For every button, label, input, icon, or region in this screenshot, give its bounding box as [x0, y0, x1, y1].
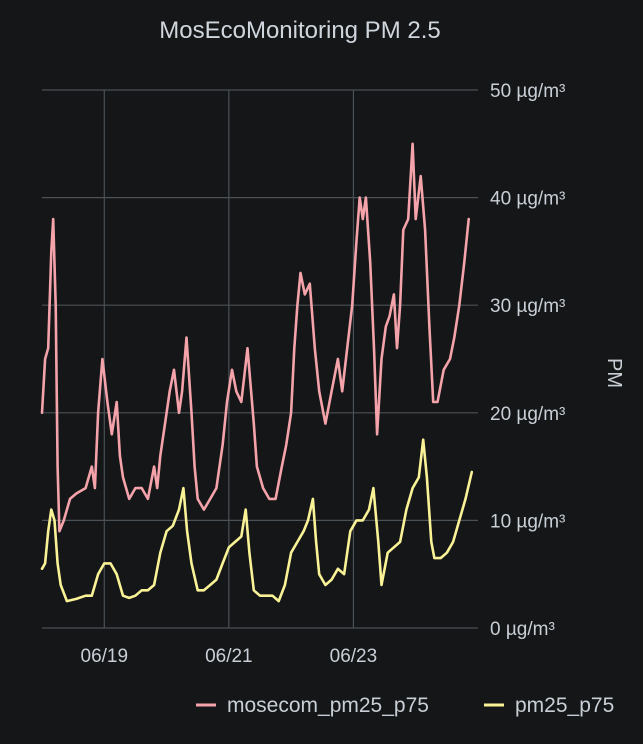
y-tick-label: 0 µg/m³: [490, 619, 555, 640]
y-tick-label: 20 µg/m³: [490, 404, 565, 425]
y-tick-label: 30 µg/m³: [490, 296, 565, 317]
x-tick-label: 06/19: [81, 646, 129, 667]
x-tick-label: 06/23: [330, 646, 378, 667]
y-axis-title: PM: [603, 358, 625, 388]
y-axis-ticks: 0 µg/m³ 10 µg/m³ 20 µg/m³ 30 µg/m³ 40 µg/m³ 5…: [490, 81, 565, 640]
series-lines: [40, 142, 474, 603]
x-axis-ticks: 06/19 06/21 06/23: [81, 646, 378, 667]
legend: mosecom_pm25_p75 pm25_p75: [196, 694, 614, 717]
chart-title: MosEcoMonitoring PM 2.5: [159, 17, 440, 44]
series-line-mosecom_pm25_p75: [40, 142, 470, 533]
y-tick-label: 50 µg/m³: [490, 81, 565, 102]
x-tick-label: 06/21: [205, 646, 253, 667]
series-line-pm25_p75: [40, 438, 474, 603]
legend-label[interactable]: pm25_p75: [515, 694, 614, 717]
y-tick-label: 40 µg/m³: [490, 189, 565, 210]
y-tick-label: 10 µg/m³: [490, 511, 565, 532]
legend-label[interactable]: mosecom_pm25_p75: [227, 694, 429, 717]
